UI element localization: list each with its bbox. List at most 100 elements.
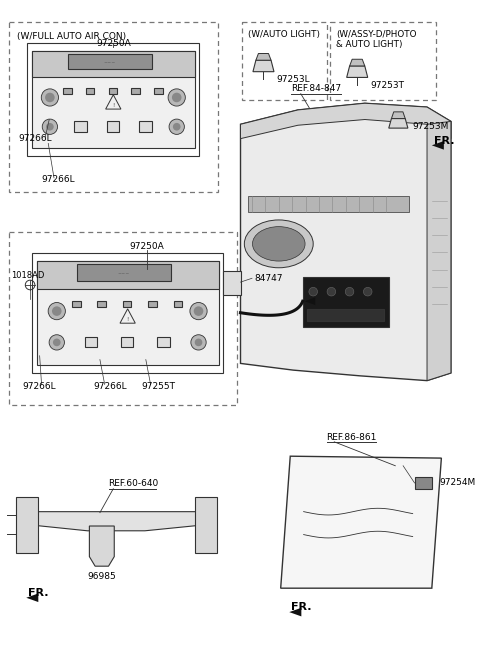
Circle shape: [52, 306, 61, 316]
Text: 97266L: 97266L: [23, 382, 56, 391]
Circle shape: [41, 89, 59, 106]
Text: 97253L: 97253L: [277, 75, 311, 84]
Text: (W/AUTO LIGHT): (W/AUTO LIGHT): [248, 30, 320, 39]
Bar: [248, 196, 409, 212]
Bar: [139, 121, 152, 131]
Polygon shape: [23, 512, 212, 531]
Bar: [121, 336, 133, 347]
Bar: [174, 301, 182, 307]
Text: FR.: FR.: [28, 588, 48, 598]
Bar: [68, 53, 152, 69]
Bar: [107, 121, 119, 131]
Text: 84747: 84747: [254, 274, 282, 283]
Bar: [308, 309, 384, 321]
Bar: [32, 254, 223, 373]
Circle shape: [191, 334, 206, 350]
Polygon shape: [26, 593, 38, 602]
Circle shape: [345, 287, 354, 296]
Polygon shape: [240, 103, 451, 380]
Text: 97250A: 97250A: [130, 242, 164, 251]
Text: FR.: FR.: [291, 602, 312, 612]
Bar: [108, 88, 117, 95]
Bar: [242, 22, 326, 101]
Circle shape: [195, 338, 203, 346]
Bar: [303, 277, 389, 327]
Text: (W/ASSY-D/PHOTO
& AUTO LIGHT): (W/ASSY-D/PHOTO & AUTO LIGHT): [336, 30, 417, 49]
Bar: [97, 301, 106, 307]
Circle shape: [48, 302, 65, 320]
Circle shape: [45, 93, 55, 102]
Text: REF.84-847: REF.84-847: [291, 84, 341, 93]
Text: 1018AD: 1018AD: [11, 271, 44, 280]
Bar: [123, 301, 132, 307]
Text: !: !: [127, 317, 129, 322]
Ellipse shape: [252, 227, 305, 261]
Circle shape: [53, 338, 60, 346]
Circle shape: [309, 287, 317, 296]
Text: !: !: [112, 102, 114, 108]
Text: 97253M: 97253M: [413, 122, 449, 131]
Circle shape: [173, 123, 180, 131]
Bar: [72, 301, 81, 307]
Text: ~~~: ~~~: [118, 271, 130, 276]
Circle shape: [194, 306, 204, 316]
Text: 97254M: 97254M: [440, 478, 476, 487]
Bar: [77, 264, 171, 281]
Bar: [86, 88, 95, 95]
Polygon shape: [349, 59, 365, 66]
Circle shape: [363, 287, 372, 296]
Circle shape: [49, 334, 64, 350]
Bar: [223, 271, 240, 294]
Polygon shape: [253, 60, 274, 72]
Bar: [74, 121, 86, 131]
Circle shape: [46, 123, 54, 131]
Text: FR.: FR.: [434, 135, 454, 146]
Bar: [84, 336, 97, 347]
Polygon shape: [16, 497, 38, 553]
Text: 97266L: 97266L: [93, 382, 127, 391]
Text: REF.86-861: REF.86-861: [326, 432, 377, 442]
Polygon shape: [289, 608, 301, 616]
Polygon shape: [240, 103, 451, 139]
Text: 97255T: 97255T: [141, 382, 175, 391]
Text: REF.60-640: REF.60-640: [108, 480, 159, 488]
Circle shape: [172, 93, 181, 102]
Ellipse shape: [244, 220, 313, 268]
Circle shape: [168, 89, 185, 106]
Text: (W/FULL AUTO AIR CON): (W/FULL AUTO AIR CON): [17, 32, 126, 41]
Bar: [415, 477, 432, 489]
Text: 96985: 96985: [87, 572, 116, 581]
Polygon shape: [281, 456, 442, 588]
Text: ~~~: ~~~: [104, 60, 116, 65]
Polygon shape: [432, 141, 444, 150]
Polygon shape: [194, 497, 216, 553]
Bar: [131, 88, 140, 95]
Polygon shape: [389, 118, 408, 128]
Bar: [9, 233, 237, 405]
Circle shape: [169, 119, 184, 135]
Bar: [63, 88, 72, 95]
Text: 97250A: 97250A: [96, 39, 131, 49]
Bar: [157, 336, 170, 347]
Bar: [148, 301, 157, 307]
Polygon shape: [392, 112, 405, 118]
Bar: [9, 22, 217, 193]
Polygon shape: [427, 122, 451, 380]
Bar: [37, 261, 218, 289]
Polygon shape: [305, 298, 315, 305]
Circle shape: [190, 302, 207, 320]
Polygon shape: [89, 526, 114, 566]
Bar: [27, 43, 199, 156]
Bar: [37, 261, 218, 365]
Bar: [32, 51, 194, 77]
Polygon shape: [256, 53, 271, 60]
Circle shape: [42, 119, 58, 135]
Text: 97266L: 97266L: [19, 134, 52, 143]
Circle shape: [327, 287, 336, 296]
Polygon shape: [347, 66, 368, 78]
Text: 97266L: 97266L: [42, 175, 75, 184]
Bar: [32, 51, 194, 148]
Bar: [330, 22, 436, 101]
Text: 97253T: 97253T: [371, 81, 405, 89]
Bar: [154, 88, 163, 95]
